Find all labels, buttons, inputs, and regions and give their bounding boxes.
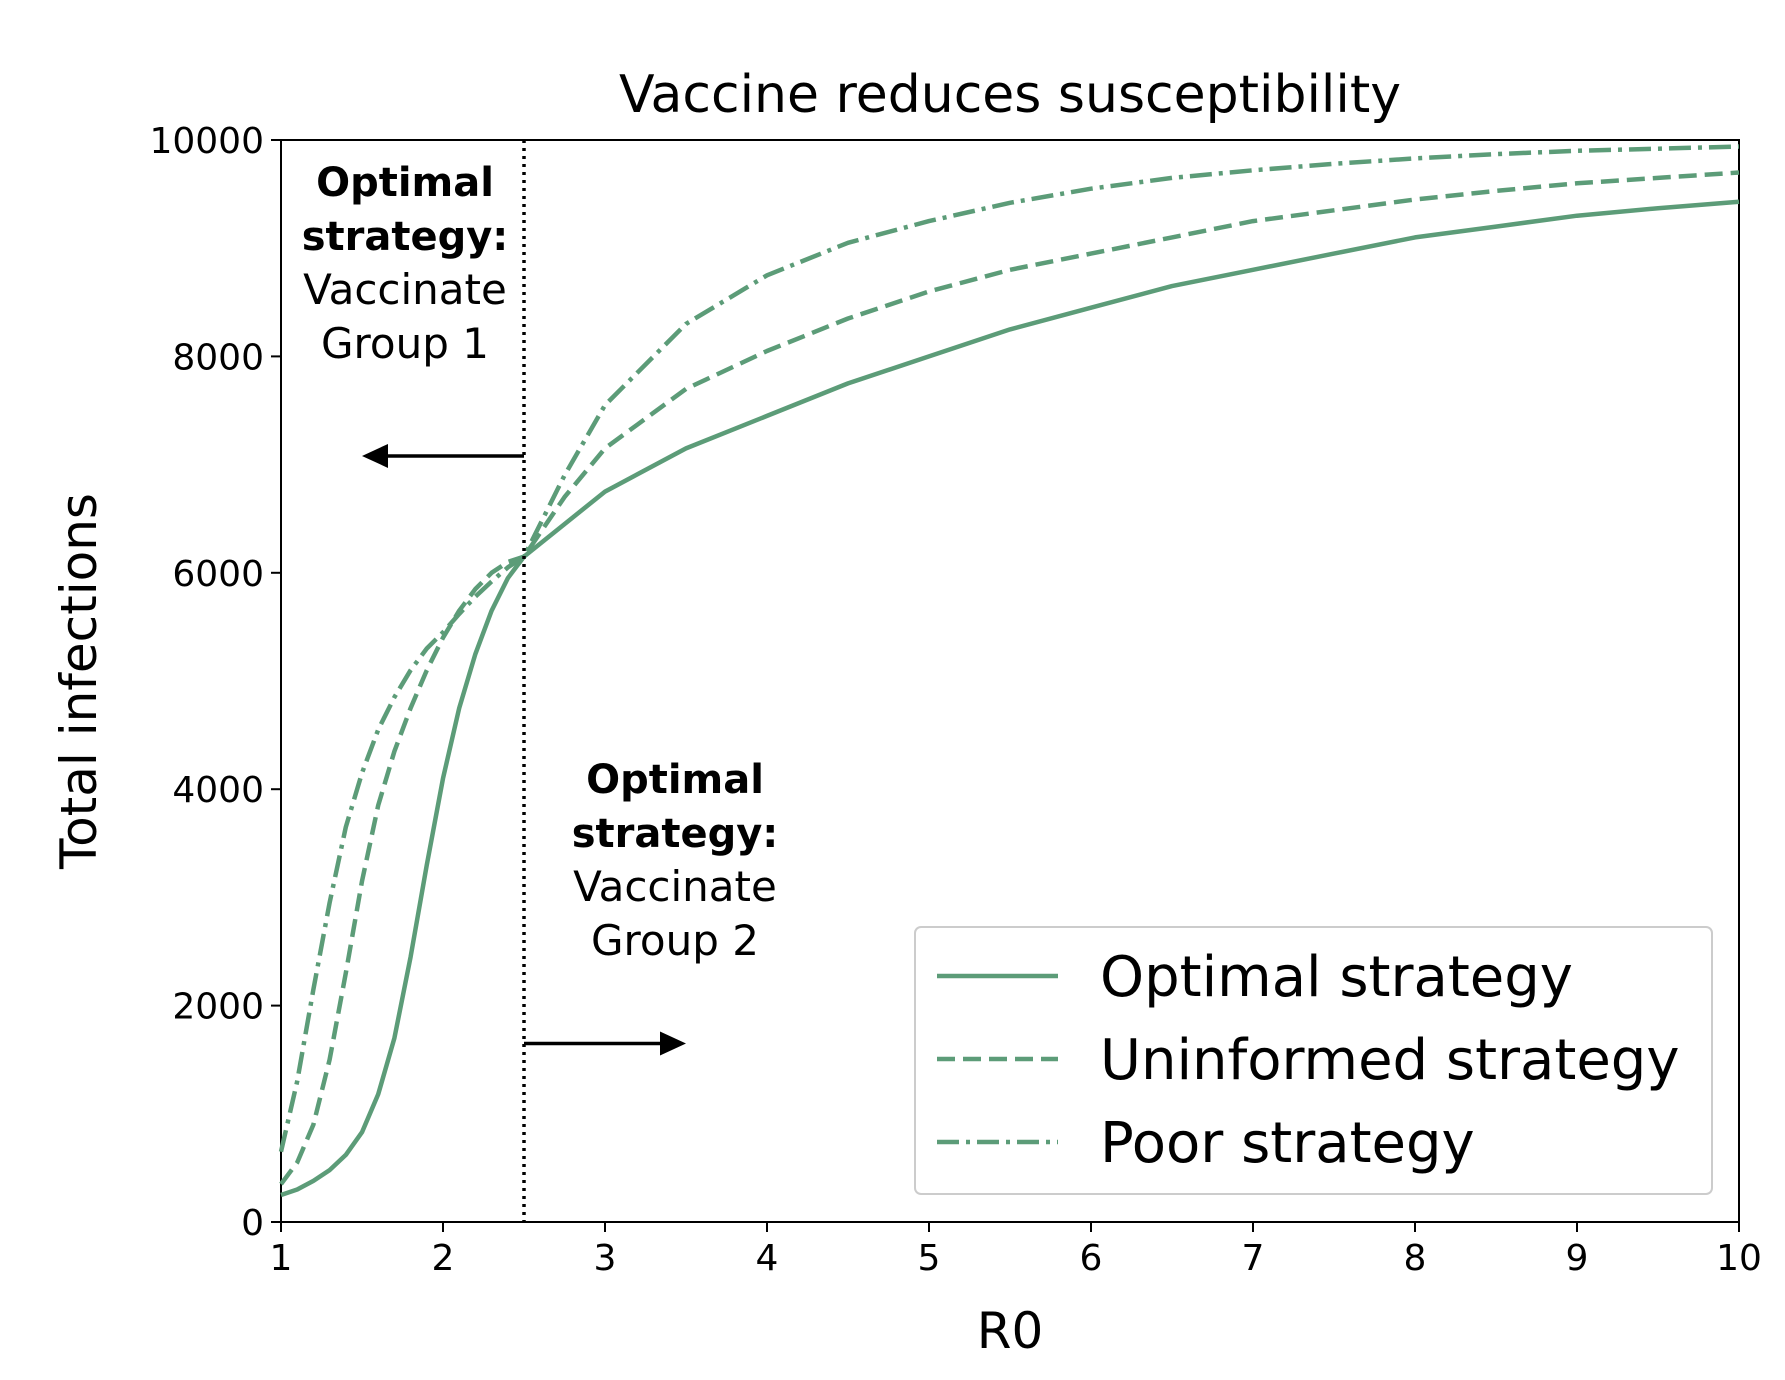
legend-label: Uninformed strategy — [1100, 1028, 1679, 1093]
annotations: Optimal strategy: Vaccinate Group 1 Optimal s… — [302, 140, 779, 1222]
series-line-uninformed-strategy — [279, 170, 1740, 1186]
annotation-2-line: strategy: — [572, 811, 779, 857]
y-axis: 0 2000 4000 6000 8000 10000 — [149, 121, 281, 1244]
y-tick-label: 4000 — [172, 770, 264, 811]
x-tick-label: 2 — [432, 1238, 455, 1279]
x-tick-label: 7 — [1242, 1238, 1265, 1279]
x-tick-label: 10 — [1716, 1238, 1762, 1279]
plot-frame — [280, 139, 1740, 1223]
legend: Optimal strategy Uninformed strategy Poor … — [914, 926, 1713, 1195]
legend-label: Optimal strategy — [1100, 945, 1573, 1010]
x-tick-label: 3 — [594, 1238, 617, 1279]
x-axis-title: R0 — [977, 1302, 1044, 1360]
x-axis: 1 2 3 4 5 6 7 8 9 10 — [270, 1222, 1762, 1279]
plot-area: 1 2 3 4 5 6 7 8 9 10 0 2000 4000 6000 8000 10000 Optim… — [149, 121, 1761, 1279]
y-axis-title: Total infections — [50, 493, 108, 870]
x-tick-label: 1 — [270, 1238, 293, 1279]
legend-box — [914, 926, 1713, 1195]
annotation-1-line: Optimal — [316, 160, 494, 206]
series-line-poor-strategy — [278, 144, 1740, 1153]
x-tick-label: 8 — [1404, 1238, 1427, 1279]
legend-label: Poor strategy — [1100, 1111, 1475, 1176]
y-tick-label: 0 — [241, 1203, 264, 1244]
annotation-1-line: strategy: — [302, 214, 509, 260]
y-tick-label: 8000 — [172, 337, 264, 378]
y-tick-label: 6000 — [172, 554, 264, 595]
x-tick-label: 4 — [756, 1238, 779, 1279]
chart-title: Vaccine reduces susceptibility — [619, 65, 1401, 125]
series-line-optimal-strategy — [280, 199, 1740, 1198]
annotation-1-arrowhead — [362, 443, 388, 468]
annotation-1-line: Vaccinate — [303, 265, 507, 314]
x-tick-label: 6 — [1080, 1238, 1103, 1279]
annotation-1-line: Group 1 — [321, 319, 489, 368]
annotation-2-line: Optimal — [586, 757, 764, 803]
annotation-2-line: Group 2 — [591, 916, 759, 965]
series-layer — [278, 144, 1740, 1198]
annotation-2-line: Vaccinate — [573, 862, 777, 911]
x-tick-label: 5 — [918, 1238, 941, 1279]
annotation-2-arrowhead — [660, 1031, 686, 1056]
y-tick-label: 10000 — [149, 121, 264, 162]
y-tick-label: 2000 — [172, 987, 264, 1028]
x-tick-label: 9 — [1566, 1238, 1589, 1279]
